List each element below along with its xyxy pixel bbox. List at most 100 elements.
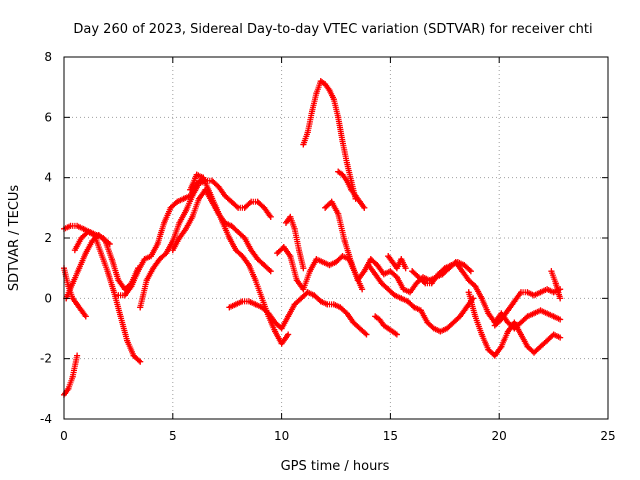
series-11 xyxy=(226,289,370,338)
x-tick-label: 20 xyxy=(492,429,507,443)
data-point xyxy=(102,238,109,245)
data-point xyxy=(544,286,551,293)
data-point xyxy=(335,210,342,217)
x-tick-label: 15 xyxy=(383,429,398,443)
data-point xyxy=(285,331,292,338)
data-point xyxy=(78,307,85,314)
data-point xyxy=(343,159,350,166)
x-axis-label: GPS time / hours xyxy=(281,459,390,474)
data-point xyxy=(385,286,392,293)
data-point xyxy=(517,319,524,326)
data-point xyxy=(195,180,202,187)
data-point xyxy=(235,204,242,211)
data-point xyxy=(459,268,466,275)
data-point xyxy=(169,247,176,254)
data-point xyxy=(422,280,429,287)
data-point xyxy=(272,319,279,326)
data-point xyxy=(544,310,551,317)
data-point xyxy=(278,340,285,347)
data-point xyxy=(359,286,366,293)
data-point xyxy=(222,192,229,199)
data-point xyxy=(274,250,281,257)
data-point xyxy=(304,289,311,296)
data-point xyxy=(228,222,235,229)
data-point xyxy=(219,219,226,226)
y-tick-label: -2 xyxy=(40,352,52,366)
data-point xyxy=(176,235,183,241)
data-point xyxy=(228,198,235,205)
data-point xyxy=(417,307,424,314)
data-point xyxy=(537,289,544,296)
data-point xyxy=(115,292,122,299)
data-point xyxy=(350,319,357,326)
data-point xyxy=(335,168,342,175)
data-point xyxy=(380,322,387,329)
series-7 xyxy=(137,177,274,311)
data-point xyxy=(380,271,387,278)
x-tick-label: 10 xyxy=(274,429,289,443)
data-point xyxy=(333,259,339,266)
data-point xyxy=(195,195,202,202)
data-point xyxy=(450,319,457,326)
data-point xyxy=(361,268,368,275)
data-point xyxy=(378,280,385,287)
data-point xyxy=(372,313,379,320)
series-12 xyxy=(282,213,307,272)
data-point xyxy=(389,259,396,266)
ticks: 0 5 10 15 20 25 -4 -2 0 2 4 6 8 xyxy=(40,50,616,443)
data-point xyxy=(272,328,279,335)
data-point xyxy=(448,262,455,269)
data-point xyxy=(189,213,196,220)
data-point xyxy=(300,265,307,272)
data-point xyxy=(293,277,300,284)
data-point xyxy=(548,268,555,275)
data-point xyxy=(108,256,115,263)
data-point xyxy=(402,265,409,272)
data-point xyxy=(67,222,74,229)
data-point xyxy=(491,352,498,359)
y-axis-label: SDTVAR / TECUs xyxy=(7,185,22,292)
data-point xyxy=(121,292,128,299)
data-point xyxy=(280,244,287,251)
data-point xyxy=(248,247,255,254)
data-point xyxy=(322,204,329,211)
data-point xyxy=(291,301,298,308)
data-point xyxy=(356,198,363,205)
data-point xyxy=(372,271,379,278)
data-point xyxy=(435,271,442,278)
data-point xyxy=(167,204,174,211)
data-point xyxy=(137,304,144,311)
y-tick-label: 8 xyxy=(44,50,52,64)
data-point xyxy=(352,192,359,199)
x-tick-label: 0 xyxy=(60,429,68,443)
data-point xyxy=(504,307,511,314)
data-point xyxy=(544,337,551,344)
data-point xyxy=(550,313,557,320)
data-point xyxy=(326,87,333,94)
y-tick-label: 4 xyxy=(44,171,52,185)
y-tick-label: 6 xyxy=(44,110,52,124)
data-point xyxy=(343,310,350,317)
data-point xyxy=(82,313,89,320)
data-point xyxy=(267,213,274,220)
data-point xyxy=(504,328,511,335)
x-tick-label: 5 xyxy=(169,429,177,443)
data-point xyxy=(430,325,437,332)
data-point xyxy=(319,259,326,266)
data-point xyxy=(213,204,220,211)
data-point xyxy=(74,301,81,308)
data-point xyxy=(291,225,298,232)
data-point xyxy=(208,177,215,184)
x-tick-label: 25 xyxy=(600,429,615,443)
data-point xyxy=(261,262,268,269)
data-point xyxy=(313,90,320,97)
data-point xyxy=(232,301,239,308)
data-point xyxy=(278,325,285,332)
data-point xyxy=(235,228,242,235)
data-point xyxy=(557,334,564,341)
data-point xyxy=(78,235,85,241)
data-point xyxy=(330,96,337,103)
data-point xyxy=(385,325,392,332)
data-point xyxy=(339,253,346,260)
